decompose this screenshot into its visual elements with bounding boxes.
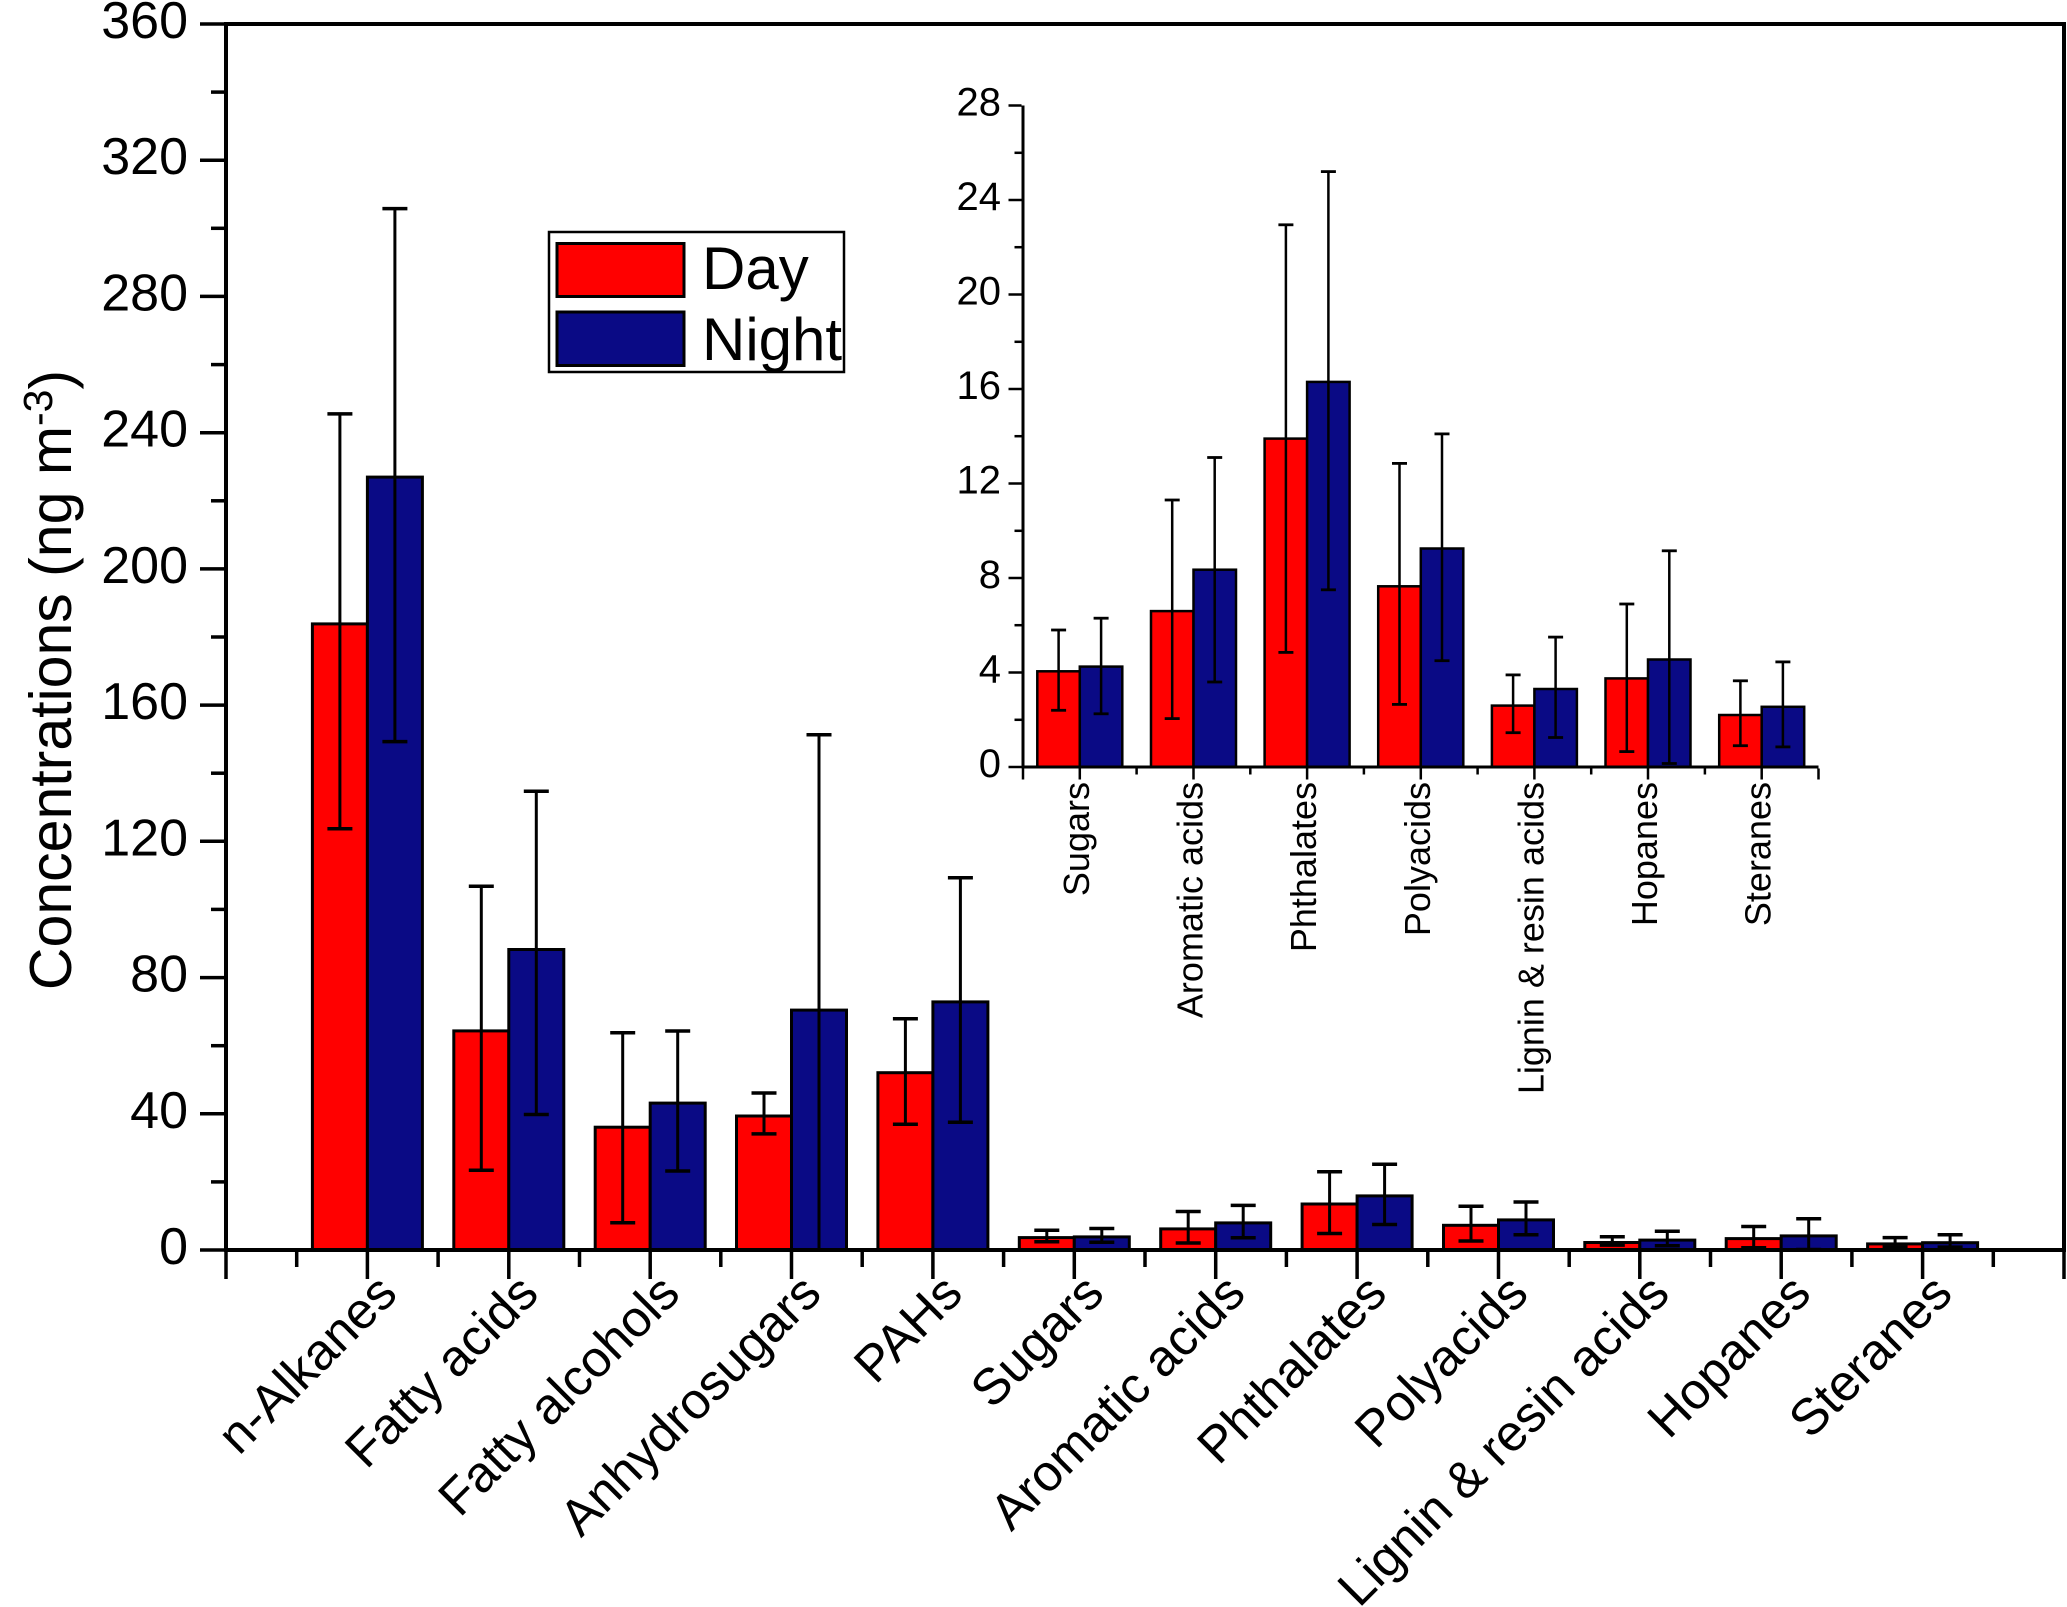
svg-text:120: 120 [101, 809, 188, 867]
svg-text:Phthalates: Phthalates [1283, 782, 1324, 952]
svg-text:Hopanes: Hopanes [1624, 782, 1665, 926]
svg-text:Steranes: Steranes [1738, 782, 1779, 926]
svg-text:24: 24 [957, 175, 1002, 219]
svg-text:160: 160 [101, 673, 188, 731]
svg-text:20: 20 [957, 270, 1002, 314]
svg-text:4: 4 [979, 648, 1001, 692]
svg-text:280: 280 [101, 264, 188, 322]
svg-text:320: 320 [101, 128, 188, 186]
svg-text:Concentrations (ng m-3): Concentrations (ng m-3) [15, 370, 84, 990]
svg-text:80: 80 [130, 946, 188, 1004]
svg-text:0: 0 [979, 742, 1001, 786]
svg-text:Sugars: Sugars [1056, 782, 1097, 896]
svg-text:8: 8 [979, 553, 1001, 597]
svg-text:12: 12 [957, 459, 1002, 503]
svg-text:Night: Night [702, 306, 842, 373]
svg-text:360: 360 [101, 0, 188, 50]
svg-text:Lignin & resin acids: Lignin & resin acids [1510, 782, 1551, 1094]
svg-text:40: 40 [130, 1082, 188, 1140]
svg-text:Polyacids: Polyacids [1397, 782, 1438, 936]
svg-text:0: 0 [159, 1218, 188, 1276]
svg-text:16: 16 [957, 364, 1002, 408]
svg-text:240: 240 [101, 401, 188, 459]
svg-text:28: 28 [957, 81, 1002, 125]
svg-text:200: 200 [101, 537, 188, 595]
svg-text:Day: Day [702, 235, 809, 302]
svg-text:Aromatic acids: Aromatic acids [1170, 782, 1211, 1018]
